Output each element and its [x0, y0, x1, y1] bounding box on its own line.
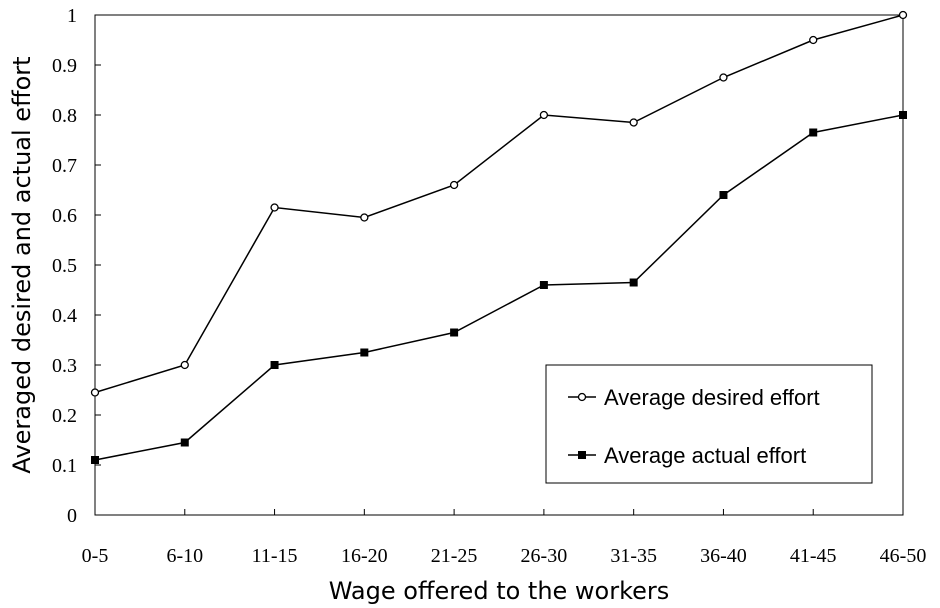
x-tick-label: 46-50 [880, 545, 927, 567]
x-tick-label: 36-40 [700, 545, 747, 567]
legend-actual-marker [578, 451, 586, 459]
x-tick-label: 0-5 [82, 545, 109, 567]
y-tick-label: 1 [67, 5, 77, 27]
y-tick-label: 0.4 [52, 305, 77, 327]
desired-effort-point [449, 180, 459, 190]
y-tick-label: 0.6 [52, 205, 77, 227]
y-tick-label: 0.9 [52, 55, 77, 77]
desired-effort-point [719, 73, 728, 82]
desired-effort-point [90, 388, 100, 397]
desired-effort-point [809, 35, 818, 45]
x-tick-label: 21-25 [431, 545, 478, 567]
legend-desired-label: Average desired effort [604, 385, 820, 410]
x-tick-label: 6-10 [166, 545, 203, 567]
y-tick-label: 0 [67, 505, 77, 527]
legend: Average desired effort Average actual ef… [545, 364, 873, 484]
y-axis-ticks: 0 0.1 0.2 0.3 0.4 0.5 0.6 0.7 0.8 0.9 1 [52, 5, 101, 527]
y-tick-label: 0.2 [52, 405, 77, 427]
y-tick-label: 0.3 [52, 355, 77, 377]
x-tick-label: 26-30 [521, 545, 568, 567]
series-line-1 [94, 114, 904, 461]
x-tick-label: 41-45 [790, 545, 837, 567]
x-axis-label: Wage offered to the workers [329, 577, 670, 605]
legend-desired-marker [577, 392, 587, 402]
actual-effort-point [809, 128, 818, 137]
actual-effort-point [539, 281, 548, 289]
x-tick-label: 16-20 [341, 545, 388, 567]
y-tick-label: 0.8 [52, 105, 77, 127]
y-axis-label: Averaged desired and actual effort [8, 56, 36, 473]
x-tick-label: 31-35 [610, 545, 657, 567]
y-tick-label: 0.1 [52, 455, 77, 477]
y-tick-label: 0.5 [52, 255, 77, 277]
desired-effort-point [898, 10, 908, 20]
desired-effort-point [629, 118, 638, 127]
desired-effort-point [270, 203, 279, 212]
desired-effort-point [539, 110, 549, 120]
x-axis-ticks: 0-5 6-10 11-15 16-20 21-25 26-30 31-35 36-40 41-… [82, 509, 927, 567]
actual-effort-point [360, 348, 369, 357]
legend-box [545, 364, 873, 484]
actual-effort-point [91, 456, 99, 464]
actual-effort-point [450, 328, 459, 337]
desired-effort-point [360, 213, 369, 222]
actual-effort-point [270, 361, 279, 369]
legend-actual-label: Average actual effort [604, 443, 806, 468]
x-tick-label: 11-15 [252, 545, 298, 567]
y-tick-label: 0.7 [52, 155, 77, 177]
actual-effort-point [629, 278, 638, 287]
desired-effort-point [180, 360, 189, 370]
series-line-0 [94, 14, 904, 394]
series-layer [90, 10, 908, 464]
actual-effort-point [899, 111, 907, 119]
actual-effort-point [180, 438, 189, 447]
actual-effort-point [719, 191, 728, 199]
